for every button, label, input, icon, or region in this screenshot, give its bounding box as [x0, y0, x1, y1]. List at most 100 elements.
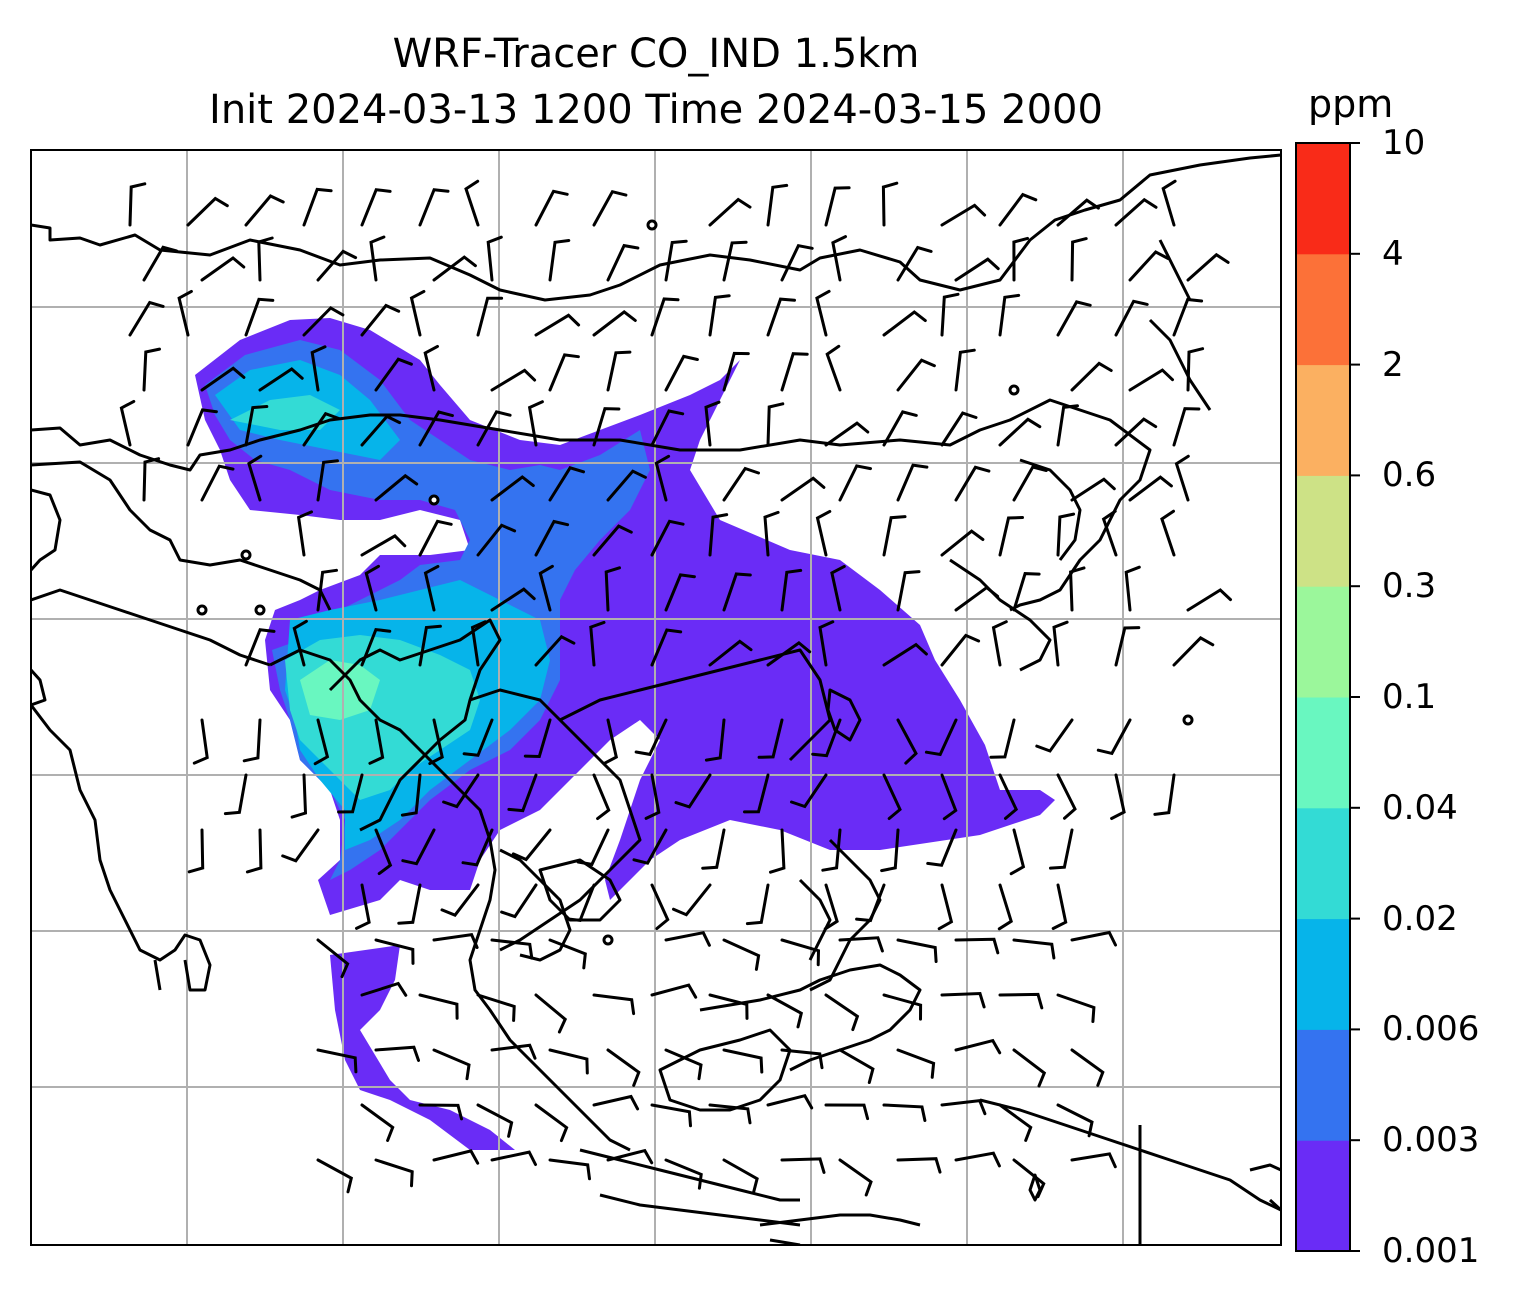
wind-barb — [780, 1048, 824, 1070]
wind-barb — [664, 1048, 703, 1081]
wind-barb — [548, 353, 580, 392]
wind-barb — [281, 828, 320, 863]
wind-barb — [490, 938, 534, 960]
wind-barb — [374, 1045, 420, 1062]
wind-barb — [766, 183, 789, 227]
wind-barb — [882, 1103, 927, 1122]
wind-barb — [192, 718, 209, 765]
wind-barb — [418, 188, 450, 227]
wind-barb — [940, 991, 986, 1009]
wind-barb — [244, 297, 275, 337]
wind-barb — [1128, 250, 1170, 282]
wind-barb — [650, 1103, 692, 1128]
wind-barb — [242, 718, 262, 763]
wind-barb — [855, 883, 886, 923]
wind-barb — [258, 367, 304, 392]
wind-barb — [830, 564, 846, 612]
wind-barb — [523, 718, 552, 759]
wind-barb — [1056, 198, 1100, 227]
wind-barb — [940, 633, 981, 667]
wind-barb — [1186, 588, 1232, 612]
wind-barb — [1070, 1048, 1105, 1087]
colorbar-tick-label: 0.04 — [1382, 787, 1458, 828]
wind-barb — [564, 883, 596, 923]
wind-barb — [1160, 509, 1176, 557]
wind-barb — [998, 516, 1024, 557]
wind-barb — [606, 469, 647, 502]
wind-barb — [470, 620, 487, 667]
wind-barb — [896, 1048, 936, 1079]
wind-barb — [1070, 1152, 1117, 1169]
wind-barb — [187, 828, 205, 874]
colorbar-tick-label: 10 — [1382, 123, 1426, 163]
wind-barb — [606, 1048, 641, 1087]
wind-barb — [337, 773, 364, 814]
wind-barb — [998, 773, 1019, 820]
wind-barb — [247, 454, 263, 502]
wind-barb — [589, 620, 606, 667]
wind-barb — [634, 718, 668, 757]
wind-barb — [490, 1150, 537, 1166]
colorbar-segment — [1296, 364, 1350, 476]
wind-barb — [432, 932, 479, 949]
wind-barb — [606, 1148, 654, 1165]
wind-barb — [824, 1103, 870, 1121]
wind-barb — [548, 1158, 591, 1181]
wind-barb — [440, 883, 480, 918]
plume-south-lowest — [330, 945, 515, 1150]
colorbar-segment — [1296, 1140, 1350, 1252]
wind-barb — [244, 194, 285, 227]
calm-wind-circles — [196, 219, 1194, 946]
wind-barb — [461, 828, 494, 867]
wind-barb — [360, 414, 402, 447]
wind-barb — [824, 421, 870, 447]
tracer-concentration-field — [195, 318, 1055, 1150]
wind-barb — [954, 585, 1000, 612]
wind-barb — [766, 993, 804, 1029]
colorbar-segment — [1296, 918, 1350, 1030]
wind-barb — [364, 564, 380, 612]
wind-barb — [476, 993, 516, 1022]
wind-barb — [650, 297, 680, 337]
calm-wind-marker — [428, 494, 440, 506]
wind-barb — [142, 457, 161, 502]
wind-barb — [360, 303, 401, 337]
wind-barb — [940, 411, 978, 447]
wind-barb — [606, 350, 632, 392]
wind-barb — [464, 179, 480, 227]
wind-barb — [780, 568, 803, 612]
wind-barb — [374, 938, 415, 965]
wind-barb — [664, 573, 696, 612]
wind-barb — [831, 235, 847, 282]
wind-barb — [604, 566, 621, 612]
wind-barb — [592, 993, 636, 1016]
wind-barb — [368, 718, 385, 765]
wind-barb — [940, 529, 985, 557]
wind-barb — [704, 718, 726, 762]
wind-barb — [954, 465, 991, 502]
colorbar-tick-label: 2 — [1382, 344, 1404, 385]
wind-barb — [418, 1103, 463, 1121]
wind-barb — [1012, 236, 1029, 282]
wind-barb — [316, 249, 358, 282]
colorbar-segment — [1296, 586, 1350, 698]
wind-barb — [602, 718, 619, 766]
wind-barb — [790, 773, 828, 809]
wind-barb — [664, 354, 699, 392]
wind-barb — [592, 407, 621, 447]
wind-barb — [880, 828, 900, 873]
wind-barb — [940, 1098, 987, 1116]
wind-barb — [1009, 828, 1026, 876]
wind-barb — [924, 718, 958, 757]
wind-barb — [476, 523, 517, 557]
wind-barb — [534, 993, 568, 1034]
wind-barb — [763, 510, 780, 557]
wind-barb — [1012, 465, 1048, 502]
wind-barb — [997, 883, 1013, 931]
wind-barb — [780, 244, 814, 282]
wind-barb — [1056, 300, 1092, 337]
wind-barb — [409, 289, 426, 337]
wind-barb — [815, 509, 832, 557]
wind-barb — [780, 938, 821, 967]
